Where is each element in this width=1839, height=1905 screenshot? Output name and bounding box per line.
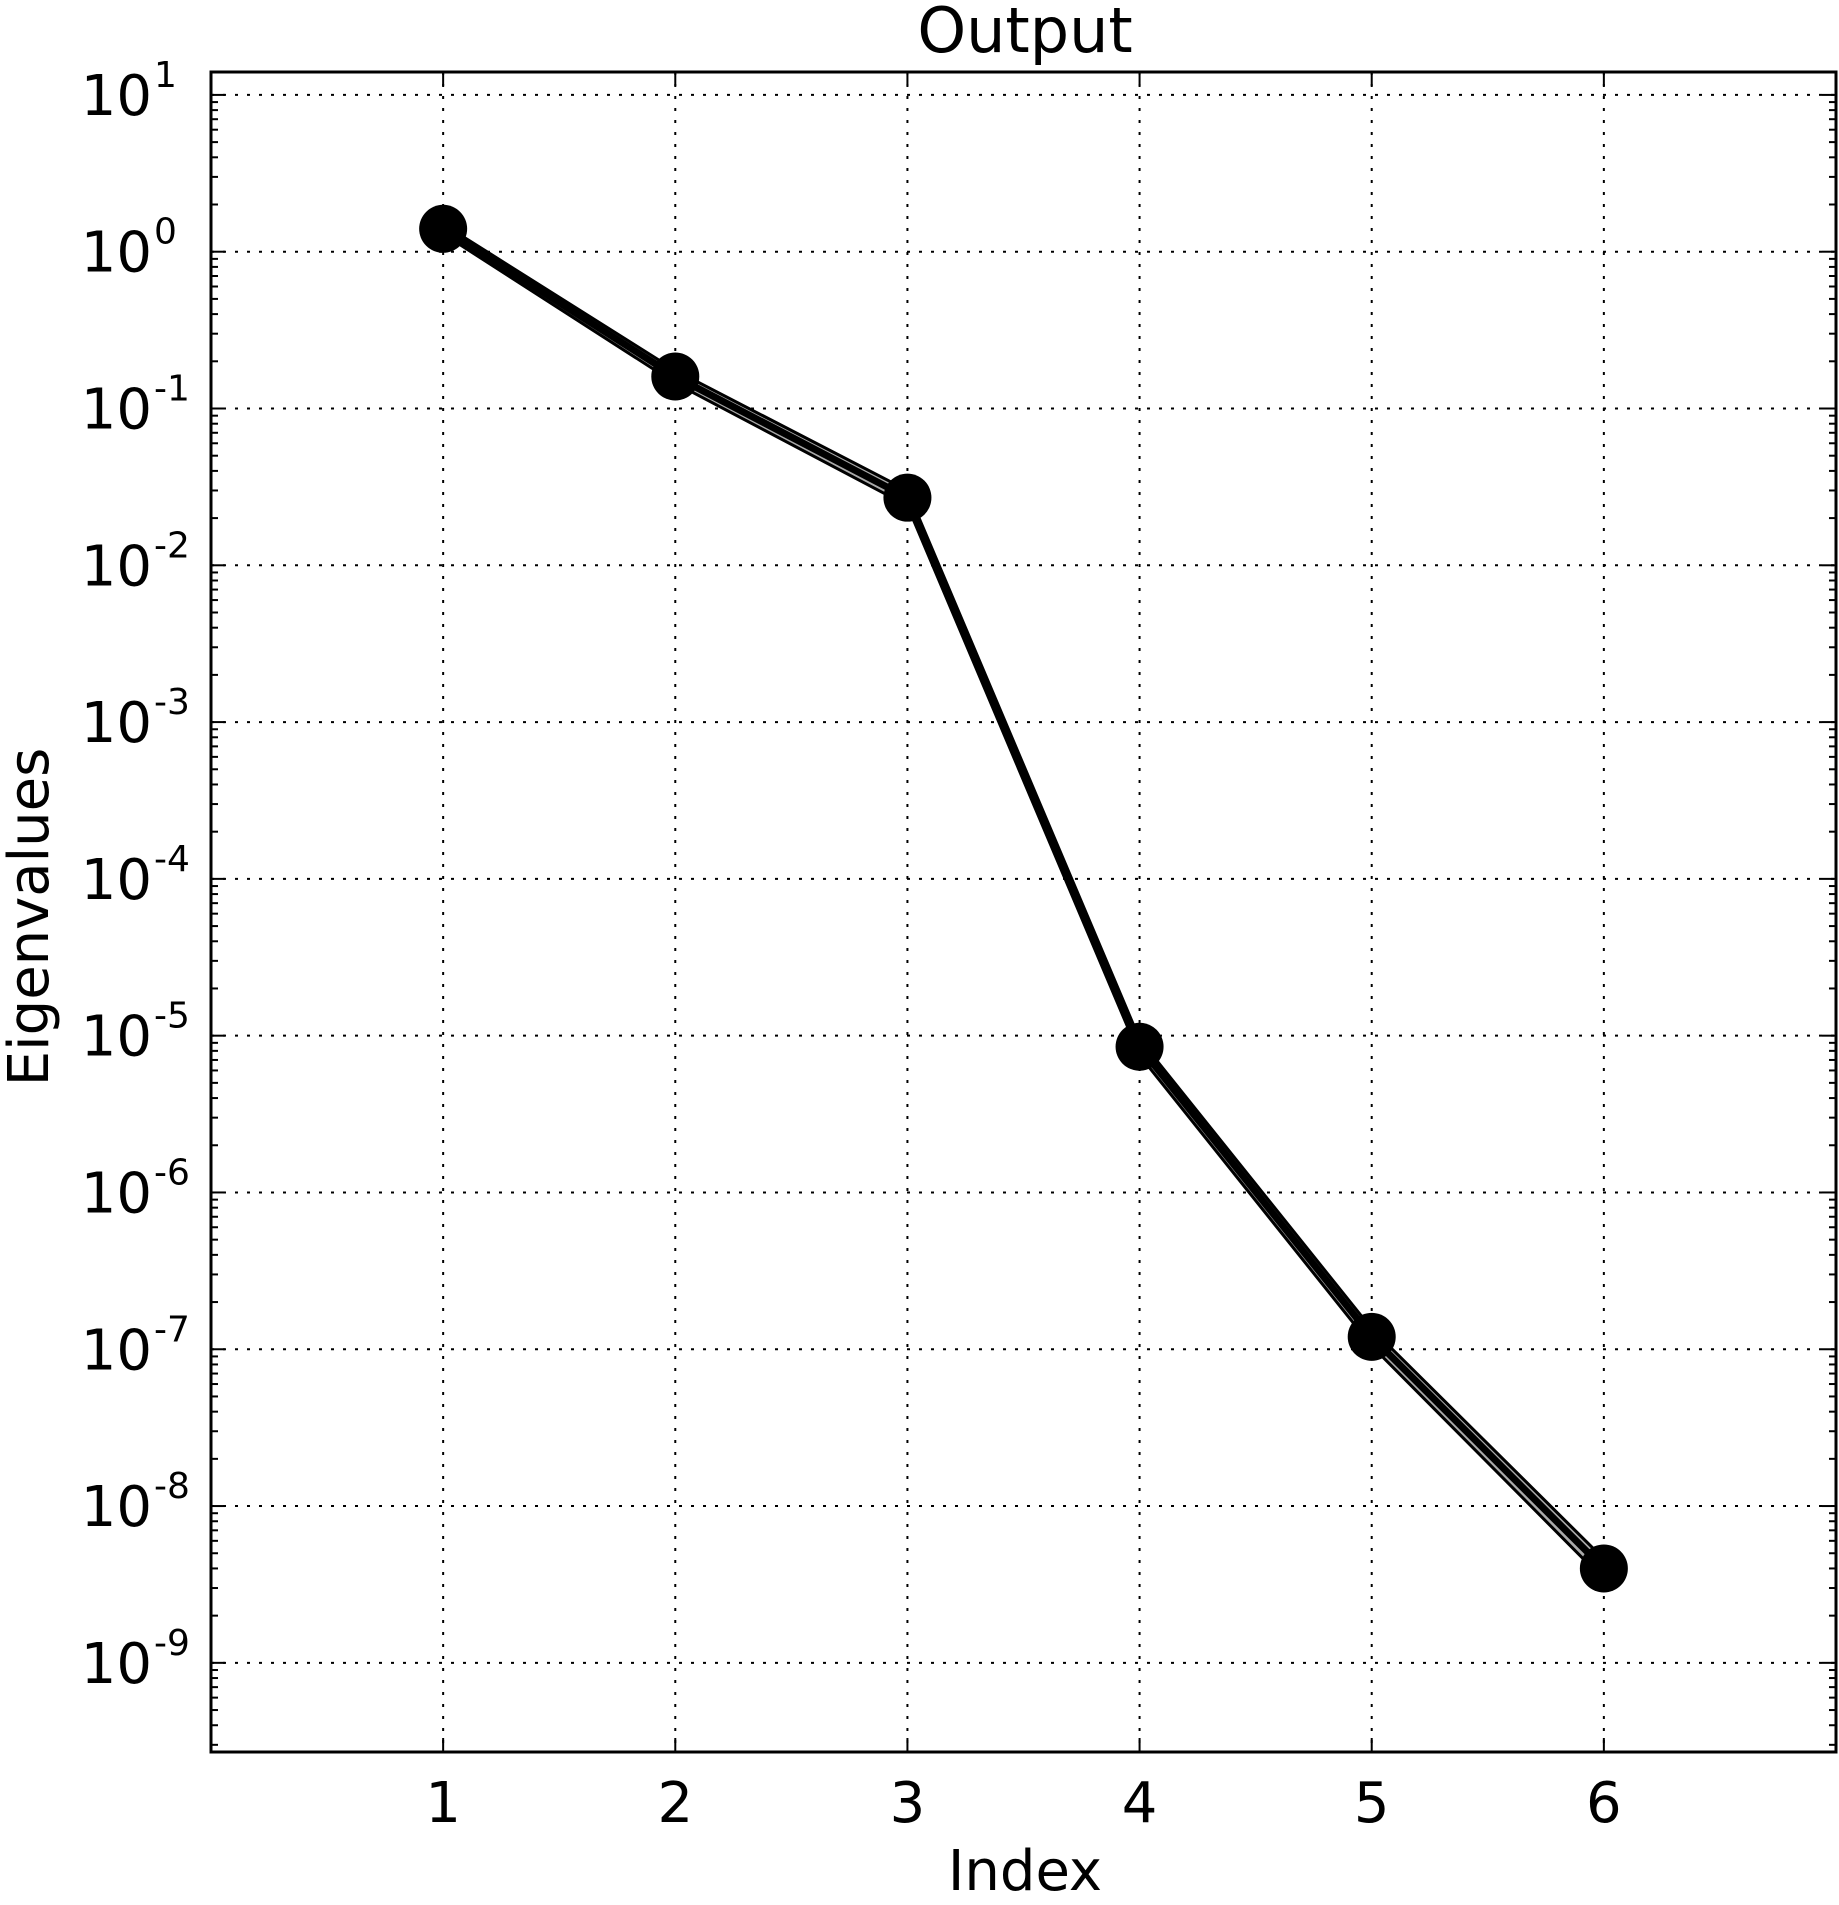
data-points xyxy=(419,204,1628,1593)
y-tick-exponent: -4 xyxy=(154,839,190,880)
y-tick-label: 10 xyxy=(81,1632,152,1697)
x-tick-labels: 1 2 3 4 5 6 xyxy=(425,1771,1621,1836)
y-tick-exponent: -2 xyxy=(154,525,190,566)
data-point xyxy=(1579,1544,1628,1593)
y-tick-exponent: -7 xyxy=(154,1309,190,1350)
y-axis-label: Eigenvalues xyxy=(0,748,62,1087)
y-tick-exponent: 0 xyxy=(154,212,177,253)
x-tick-label: 6 xyxy=(1586,1771,1622,1836)
y-tick-label: 10 xyxy=(81,691,152,756)
data-point xyxy=(419,204,468,253)
y-tick-exponent: -1 xyxy=(154,368,190,409)
data-point xyxy=(883,473,932,522)
axes-frame xyxy=(209,70,1838,1754)
x-tick-label: 1 xyxy=(425,1771,461,1836)
data-point xyxy=(651,352,700,401)
y-tick-exponent: -8 xyxy=(154,1466,190,1507)
y-tick-label: 10 xyxy=(81,1475,152,1540)
y-tick-label: 10 xyxy=(81,221,152,286)
y-tick-label: 10 xyxy=(81,377,152,442)
y-tick-exponent: 1 xyxy=(154,55,177,96)
y-tick-label: 10 xyxy=(81,1161,152,1226)
y-tick-exponent: -6 xyxy=(154,1152,190,1193)
series-line xyxy=(441,225,1607,1571)
series-line-path xyxy=(441,225,1607,1571)
y-tick-label: 10 xyxy=(81,64,152,129)
data-point xyxy=(1115,1022,1164,1071)
band-area xyxy=(441,222,1606,1582)
y-tick-label: 10 xyxy=(81,1318,152,1383)
y-tick-exponent: -3 xyxy=(154,682,190,723)
x-tick-label: 3 xyxy=(890,1771,926,1836)
y-tick-exponent: -9 xyxy=(154,1623,190,1664)
x-axis-label: Index xyxy=(948,1839,1102,1904)
x-tick-label: 5 xyxy=(1354,1771,1390,1836)
confidence-band xyxy=(441,222,1606,1582)
y-tick-label: 10 xyxy=(81,534,152,599)
y-tick-exponent: -5 xyxy=(154,996,190,1037)
y-tick-label: 10 xyxy=(81,848,152,913)
plot-frame xyxy=(209,70,1838,1754)
y-tick-label: 10 xyxy=(81,1005,152,1070)
data-point xyxy=(1347,1312,1396,1361)
x-tick-label: 2 xyxy=(657,1771,693,1836)
chart-title: Output xyxy=(917,0,1132,67)
grid xyxy=(211,72,1836,1752)
x-tick-label: 4 xyxy=(1122,1771,1158,1836)
